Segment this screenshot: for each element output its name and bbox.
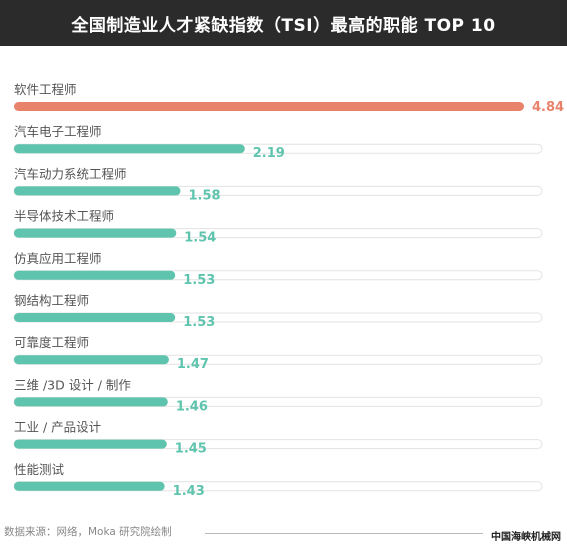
value-label: 1.46 <box>176 399 208 414</box>
footer-divider <box>205 533 483 534</box>
value-label: 2.19 <box>253 146 285 161</box>
value-label: 1.58 <box>188 188 220 203</box>
value-label: 1.45 <box>175 442 207 457</box>
value-label: 1.43 <box>173 484 205 499</box>
category-label: 半导体技术工程师 <box>14 209 114 224</box>
value-label: 1.54 <box>184 231 216 246</box>
bar <box>14 439 167 449</box>
bar <box>14 270 176 280</box>
bar <box>14 397 168 407</box>
bar <box>14 313 176 322</box>
category-label: 汽车电子工程师 <box>14 124 102 139</box>
value-label: 1.53 <box>183 315 215 330</box>
value-label: 1.47 <box>177 357 209 372</box>
data-source-note: 数据来源：网络，Moka 研究院绘制 <box>4 526 172 538</box>
bar <box>14 481 165 491</box>
category-label: 仿真应用工程师 <box>14 251 102 266</box>
bar <box>14 228 177 238</box>
chart-title-bar: 全国制造业人才紧缺指数（TSI）最高的职能 TOP 10 <box>0 0 567 46</box>
category-label: 三维 /3D 设计 / 制作 <box>14 377 131 392</box>
bar <box>14 144 245 154</box>
bar <box>14 355 169 365</box>
category-label: 性能测试 <box>14 462 65 477</box>
chart-title: 全国制造业人才紧缺指数（TSI）最高的职能 TOP 10 <box>71 15 496 36</box>
category-label: 可靠度工程师 <box>14 335 89 350</box>
value-label: 1.53 <box>183 273 215 288</box>
category-label: 工业 / 产品设计 <box>14 420 101 435</box>
category-label: 软件工程师 <box>14 82 77 97</box>
watermark: 中国海峡机械网 <box>491 532 561 543</box>
category-label: 汽车动力系统工程师 <box>14 166 127 181</box>
category-label: 钢结构工程师 <box>14 293 89 308</box>
value-label: 4.84 <box>532 100 564 115</box>
bar <box>14 186 181 196</box>
bar <box>14 102 524 111</box>
